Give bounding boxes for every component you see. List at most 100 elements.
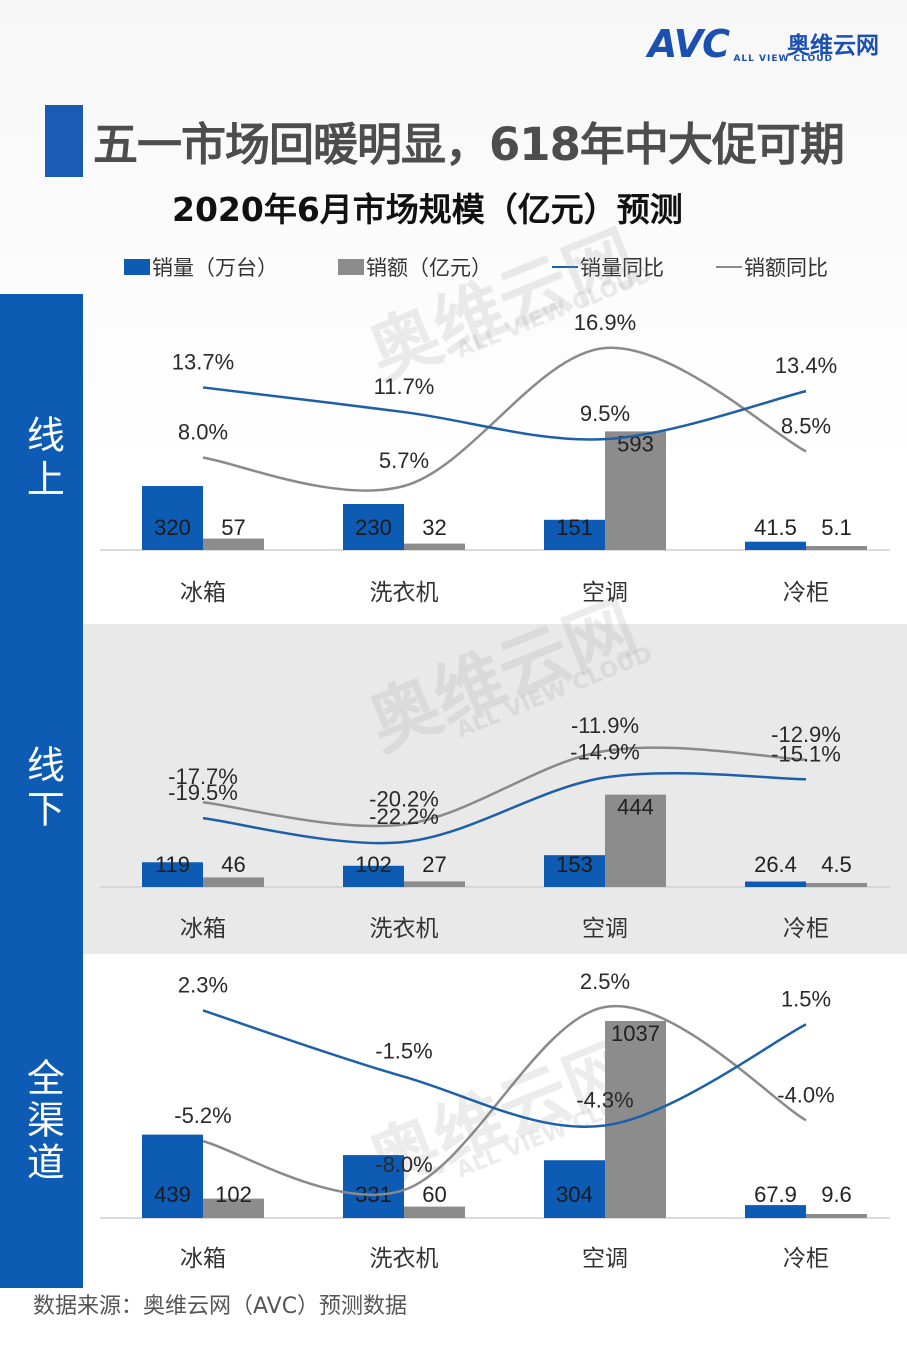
panel1-category-0: 冰箱 — [180, 580, 226, 606]
panel2-label-vol-0: 119 — [155, 852, 190, 877]
legend-vol: 销量（万台） — [124, 252, 278, 282]
legend-amt: 销额（亿元） — [338, 252, 492, 282]
panel2-label-vol-1: 102 — [355, 852, 392, 877]
panel2-label-amt-3: 4.5 — [821, 852, 852, 877]
panel3-bar-vol-0 — [142, 1134, 203, 1218]
panel1-bar-amt-0 — [203, 538, 264, 550]
panel1-label-amt-3: 5.1 — [821, 515, 852, 540]
panel2-label-amt-yoy-2: -11.9% — [571, 713, 639, 738]
panel3-line-amt-yoy — [202, 1004, 807, 1196]
panel3-bar-vol-2 — [544, 1160, 605, 1218]
logo-cn: 奥维云网 — [787, 33, 879, 59]
panel1-label-amt-yoy-3: 8.5% — [781, 414, 831, 439]
panel2-line-amt-yoy — [202, 746, 807, 828]
panel1-line-vol-yoy — [202, 386, 807, 441]
legend-vol-yoy-label: 销量同比 — [580, 256, 664, 280]
panel2-bar-amt-1 — [404, 881, 465, 887]
panel2-bar-vol-3 — [745, 881, 806, 887]
panel2-bar-amt-3 — [806, 883, 867, 887]
panel2-category-0: 冰箱 — [180, 916, 226, 942]
legend-amt-yoy-line — [716, 266, 742, 268]
legend-vol-yoy: 销量同比 — [552, 252, 664, 282]
section-all-text: 全渠道 — [20, 1058, 65, 1184]
panel3-label-amt-1: 60 — [422, 1182, 446, 1207]
panel3-label-amt-0: 102 — [215, 1182, 252, 1207]
legend-amt-yoy: 销额同比 — [716, 252, 828, 282]
panel3-bar-vol-3 — [745, 1205, 806, 1218]
panel2-bar-vol-2 — [544, 855, 605, 887]
panel2-bar-vol-1 — [343, 865, 404, 887]
panel3-label-amt-2: 1037 — [611, 1021, 660, 1046]
panel2-label-vol-yoy-0: -19.5% — [168, 780, 238, 805]
panel1-bar-amt-2 — [605, 431, 666, 550]
chart-subtitle: 2020年6月市场规模（亿元）预测 — [172, 190, 683, 229]
panel3-category-1: 洗衣机 — [370, 1246, 439, 1272]
panel1-label-vol-3: 41.5 — [754, 515, 797, 540]
section-online-text: 线上 — [20, 415, 65, 503]
panel3-label-amt-3: 9.6 — [821, 1182, 852, 1207]
title-accent-bar — [45, 105, 83, 177]
panel3-label-amt-yoy-1: -8.0% — [375, 1152, 432, 1177]
panel3-category-3: 冷柜 — [783, 1246, 829, 1272]
section-label-online: 线上 — [0, 294, 83, 624]
panel3-label-vol-yoy-0: 2.3% — [178, 972, 228, 997]
panel2-bar-vol-0 — [142, 862, 203, 887]
panel1-label-vol-2: 151 — [556, 515, 593, 540]
panel1-bar-vol-2 — [544, 519, 605, 550]
panel2-label-amt-1: 27 — [422, 852, 446, 877]
panel2-label-amt-yoy-3: -12.9% — [771, 722, 841, 747]
panel1-label-vol-yoy-1: 11.7% — [374, 374, 435, 399]
section-label-all: 全渠道 — [0, 954, 83, 1288]
panel1-label-vol-yoy-0: 13.7% — [172, 349, 234, 374]
panel2-category-3: 冷柜 — [783, 916, 829, 942]
panel2-label-amt-yoy-1: -20.2% — [369, 786, 439, 811]
panel3-line-vol-yoy — [202, 1009, 807, 1128]
panel2-line-vol-yoy — [202, 772, 807, 845]
panel3-label-vol-2: 304 — [556, 1182, 593, 1207]
panel3-label-vol-yoy-3: 1.5% — [781, 986, 831, 1011]
panel3-label-vol-yoy-2: -4.3% — [576, 1088, 633, 1113]
panel2-label-vol-3: 26.4 — [754, 852, 797, 877]
panel2-label-vol-yoy-1: -22.2% — [369, 804, 439, 829]
panel3-bar-amt-2 — [605, 1020, 666, 1218]
logo-mark: AVC — [647, 22, 730, 66]
panel1-label-vol-yoy-3: 13.4% — [775, 353, 837, 378]
panel2-label-amt-0: 46 — [221, 852, 245, 877]
panel1-line-amt-yoy — [202, 346, 807, 492]
panel1-bar-vol-1 — [343, 504, 404, 550]
panel1-category-2: 空调 — [582, 580, 628, 606]
legend-amt-yoy-label: 销额同比 — [744, 256, 828, 280]
legend-vol-label: 销量（万台） — [152, 256, 278, 280]
legend-vol-swatch — [124, 259, 150, 275]
panel1-bar-amt-1 — [404, 543, 465, 550]
panel2-label-amt-2: 444 — [617, 795, 654, 820]
legend-amt-swatch — [338, 259, 364, 275]
panel1-label-amt-yoy-1: 5.7% — [379, 448, 429, 473]
panel1-label-vol-0: 320 — [154, 515, 191, 540]
panel1-category-3: 冷柜 — [783, 580, 829, 606]
panel1-label-vol-yoy-2: 9.5% — [580, 401, 630, 426]
panel1-bar-vol-0 — [142, 486, 203, 550]
panel1-label-vol-1: 230 — [355, 515, 392, 540]
data-source-note: 数据来源：奥维云网（AVC）预测数据 — [33, 1294, 408, 1319]
panel2-label-vol-yoy-3: -15.1% — [771, 741, 841, 766]
panel2-category-1: 洗衣机 — [370, 916, 439, 942]
legend-amt-label: 销额（亿元） — [366, 256, 492, 280]
panel3-bar-amt-0 — [203, 1198, 264, 1218]
panel2-bar-amt-2 — [605, 794, 666, 887]
panel2-bar-amt-0 — [203, 877, 264, 887]
panel3-label-vol-3: 67.9 — [754, 1182, 797, 1207]
panel1-category-1: 洗衣机 — [370, 580, 439, 606]
panel2-category-2: 空调 — [582, 916, 628, 942]
panel1-label-amt-0: 57 — [221, 515, 245, 540]
section-label-offline: 线下 — [0, 624, 83, 954]
offline-panel-background — [83, 624, 907, 954]
section-offline-text: 线下 — [20, 745, 65, 833]
panel3-label-vol-0: 439 — [154, 1182, 191, 1207]
panel1-bar-amt-3 — [806, 546, 867, 550]
panel3-label-vol-yoy-1: -1.5% — [375, 1039, 432, 1064]
panel3-label-amt-yoy-3: -4.0% — [777, 1082, 834, 1107]
panel1-label-amt-yoy-2: 16.9% — [574, 310, 636, 335]
panel1-label-amt-1: 32 — [422, 515, 446, 540]
panel3-label-amt-yoy-2: 2.5% — [580, 969, 630, 994]
